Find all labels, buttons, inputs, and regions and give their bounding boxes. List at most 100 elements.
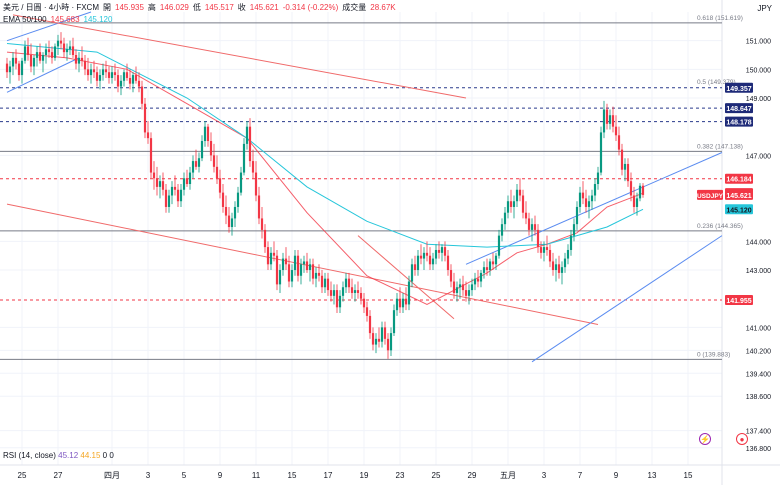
candle-body[interactable] [296, 255, 300, 276]
candle-body[interactable] [632, 195, 636, 207]
candle-body[interactable] [323, 278, 327, 288]
candle-body[interactable] [362, 298, 366, 308]
candle-body[interactable] [608, 115, 612, 124]
candle-body[interactable] [107, 72, 111, 78]
candle-body[interactable] [287, 264, 291, 282]
candle-body[interactable] [626, 163, 630, 182]
candle-body[interactable] [557, 264, 561, 273]
candle-body[interactable] [356, 290, 360, 293]
candle-body[interactable] [434, 249, 438, 259]
candle-body[interactable] [515, 189, 519, 202]
candle-body[interactable] [476, 278, 480, 282]
candle-body[interactable] [488, 261, 492, 271]
candle-body[interactable] [518, 189, 522, 196]
candle-body[interactable] [539, 247, 543, 253]
rsi-label[interactable]: RSI (14, close) [3, 451, 56, 460]
candle-body[interactable] [329, 290, 333, 296]
candle-body[interactable] [308, 264, 312, 271]
candle-body[interactable] [506, 201, 510, 213]
candle-body[interactable] [560, 267, 564, 273]
candle-body[interactable] [407, 281, 411, 305]
candle-body[interactable] [302, 261, 306, 265]
candle-body[interactable] [170, 186, 174, 196]
candle-body[interactable] [140, 86, 144, 104]
candle-body[interactable] [251, 161, 255, 173]
candle-body[interactable] [200, 141, 204, 159]
candle-body[interactable] [635, 198, 639, 207]
candle-body[interactable] [23, 46, 27, 61]
candle-body[interactable] [263, 229, 267, 248]
candle-body[interactable] [290, 270, 294, 282]
candle-body[interactable] [116, 75, 120, 87]
currency-label[interactable]: JPY [757, 4, 772, 13]
candle-body[interactable] [101, 69, 105, 76]
candle-body[interactable] [587, 201, 591, 207]
candle-body[interactable] [65, 49, 69, 53]
lightning-icon[interactable]: ⚡ [699, 433, 711, 445]
candle-body[interactable] [113, 72, 117, 76]
candle-body[interactable] [545, 247, 549, 250]
candle-body[interactable] [59, 40, 63, 44]
candle-body[interactable] [41, 55, 45, 61]
candle-body[interactable] [17, 63, 21, 76]
candle-body[interactable] [392, 310, 396, 334]
candle-body[interactable] [176, 189, 180, 202]
candles[interactable] [5, 32, 645, 359]
candle-body[interactable] [338, 295, 342, 308]
candle-body[interactable] [410, 264, 414, 282]
candle-body[interactable] [512, 201, 516, 207]
candle-body[interactable] [614, 126, 618, 136]
candle-body[interactable] [449, 270, 453, 282]
candle-body[interactable] [485, 267, 489, 271]
candle-body[interactable] [62, 43, 66, 53]
candle-body[interactable] [425, 252, 429, 256]
candle-body[interactable] [584, 198, 588, 207]
candle-body[interactable] [566, 249, 570, 259]
candle-body[interactable] [161, 181, 165, 190]
candle-body[interactable] [245, 126, 249, 144]
candle-body[interactable] [197, 158, 201, 167]
candle-body[interactable] [599, 132, 603, 173]
candle-body[interactable] [239, 172, 243, 193]
candle-body[interactable] [128, 77, 132, 84]
candle-body[interactable] [29, 55, 33, 67]
candle-body[interactable] [35, 52, 39, 58]
candle-body[interactable] [8, 66, 12, 73]
candle-body[interactable] [368, 315, 372, 334]
candle-body[interactable] [458, 284, 462, 288]
candle-body[interactable] [347, 278, 351, 288]
candle-body[interactable] [572, 224, 576, 236]
candle-body[interactable] [437, 249, 441, 253]
candle-body[interactable] [311, 264, 315, 279]
candle-body[interactable] [269, 252, 273, 265]
candle-body[interactable] [149, 138, 153, 173]
candle-body[interactable] [383, 327, 387, 339]
candle-body[interactable] [359, 292, 363, 299]
symbol-title[interactable]: 美元 / 日圓 · 4小時 · FXCM [3, 3, 99, 12]
candle-body[interactable] [497, 235, 501, 256]
candle-body[interactable] [95, 72, 99, 81]
candle-body[interactable] [227, 215, 231, 228]
candle-body[interactable] [104, 69, 108, 73]
candle-body[interactable] [44, 49, 48, 56]
candle-body[interactable] [413, 264, 417, 271]
candle-body[interactable] [281, 258, 285, 271]
candle-body[interactable] [164, 189, 168, 207]
candle-body[interactable] [479, 272, 483, 282]
record-icon[interactable]: ● [736, 433, 748, 445]
candle-body[interactable] [494, 255, 498, 265]
candle-body[interactable] [416, 255, 420, 271]
candle-body[interactable] [431, 258, 435, 265]
candle-body[interactable] [452, 281, 456, 293]
candle-body[interactable] [182, 178, 186, 190]
candle-body[interactable] [620, 149, 624, 170]
candle-body[interactable] [137, 80, 141, 87]
candle-body[interactable] [275, 255, 279, 285]
candle-body[interactable] [581, 192, 585, 199]
candle-body[interactable] [575, 206, 579, 225]
candle-body[interactable] [254, 172, 258, 196]
candle-body[interactable] [203, 126, 207, 142]
candle-body[interactable] [257, 195, 261, 219]
candle-body[interactable] [47, 49, 51, 53]
candle-body[interactable] [503, 212, 507, 225]
